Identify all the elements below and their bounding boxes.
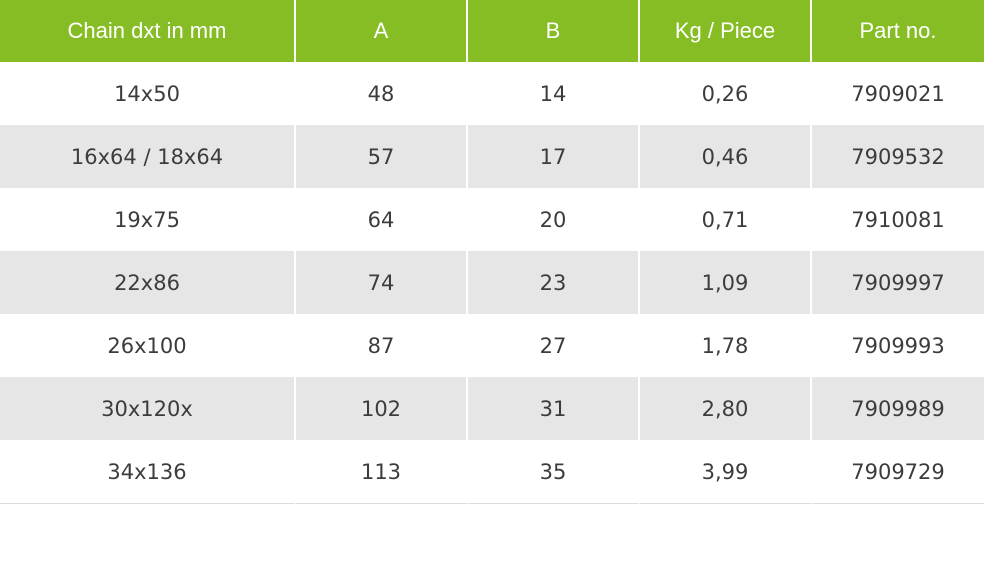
cell-weight: 3,99	[640, 440, 812, 504]
cell-part-no: 7910081	[812, 188, 984, 251]
cell-chain: 16x64 / 18x64	[0, 125, 296, 188]
cell-weight: 2,80	[640, 377, 812, 440]
cell-a: 48	[296, 62, 468, 125]
cell-weight: 0,46	[640, 125, 812, 188]
cell-b: 27	[468, 314, 640, 377]
table-row: 34x136 113 35 3,99 7909729	[0, 440, 984, 504]
column-header-weight: Kg / Piece	[640, 0, 812, 62]
cell-chain: 14x50	[0, 62, 296, 125]
cell-part-no: 7909997	[812, 251, 984, 314]
column-header-b: B	[468, 0, 640, 62]
cell-part-no: 7909729	[812, 440, 984, 504]
cell-a: 87	[296, 314, 468, 377]
cell-a: 102	[296, 377, 468, 440]
cell-weight: 1,09	[640, 251, 812, 314]
table-row: 22x86 74 23 1,09 7909997	[0, 251, 984, 314]
table-row: 16x64 / 18x64 57 17 0,46 7909532	[0, 125, 984, 188]
cell-b: 31	[468, 377, 640, 440]
cell-weight: 0,71	[640, 188, 812, 251]
table-row: 26x100 87 27 1,78 7909993	[0, 314, 984, 377]
cell-a: 74	[296, 251, 468, 314]
cell-a: 64	[296, 188, 468, 251]
cell-weight: 1,78	[640, 314, 812, 377]
cell-b: 14	[468, 62, 640, 125]
table-header-row: Chain dxt in mm A B Kg / Piece Part no.	[0, 0, 984, 62]
cell-b: 17	[468, 125, 640, 188]
cell-part-no: 7909021	[812, 62, 984, 125]
cell-weight: 0,26	[640, 62, 812, 125]
table-row: 19x75 64 20 0,71 7910081	[0, 188, 984, 251]
cell-chain: 19x75	[0, 188, 296, 251]
table-row: 30x120x 102 31 2,80 7909989	[0, 377, 984, 440]
chain-spec-table: Chain dxt in mm A B Kg / Piece Part no. …	[0, 0, 984, 504]
column-header-chain: Chain dxt in mm	[0, 0, 296, 62]
column-header-a: A	[296, 0, 468, 62]
cell-a: 113	[296, 440, 468, 504]
table-row: 14x50 48 14 0,26 7909021	[0, 62, 984, 125]
cell-a: 57	[296, 125, 468, 188]
cell-part-no: 7909989	[812, 377, 984, 440]
cell-chain: 34x136	[0, 440, 296, 504]
cell-b: 20	[468, 188, 640, 251]
cell-chain: 26x100	[0, 314, 296, 377]
column-header-part-no: Part no.	[812, 0, 984, 62]
cell-part-no: 7909993	[812, 314, 984, 377]
cell-part-no: 7909532	[812, 125, 984, 188]
cell-b: 23	[468, 251, 640, 314]
cell-chain: 22x86	[0, 251, 296, 314]
cell-chain: 30x120x	[0, 377, 296, 440]
cell-b: 35	[468, 440, 640, 504]
